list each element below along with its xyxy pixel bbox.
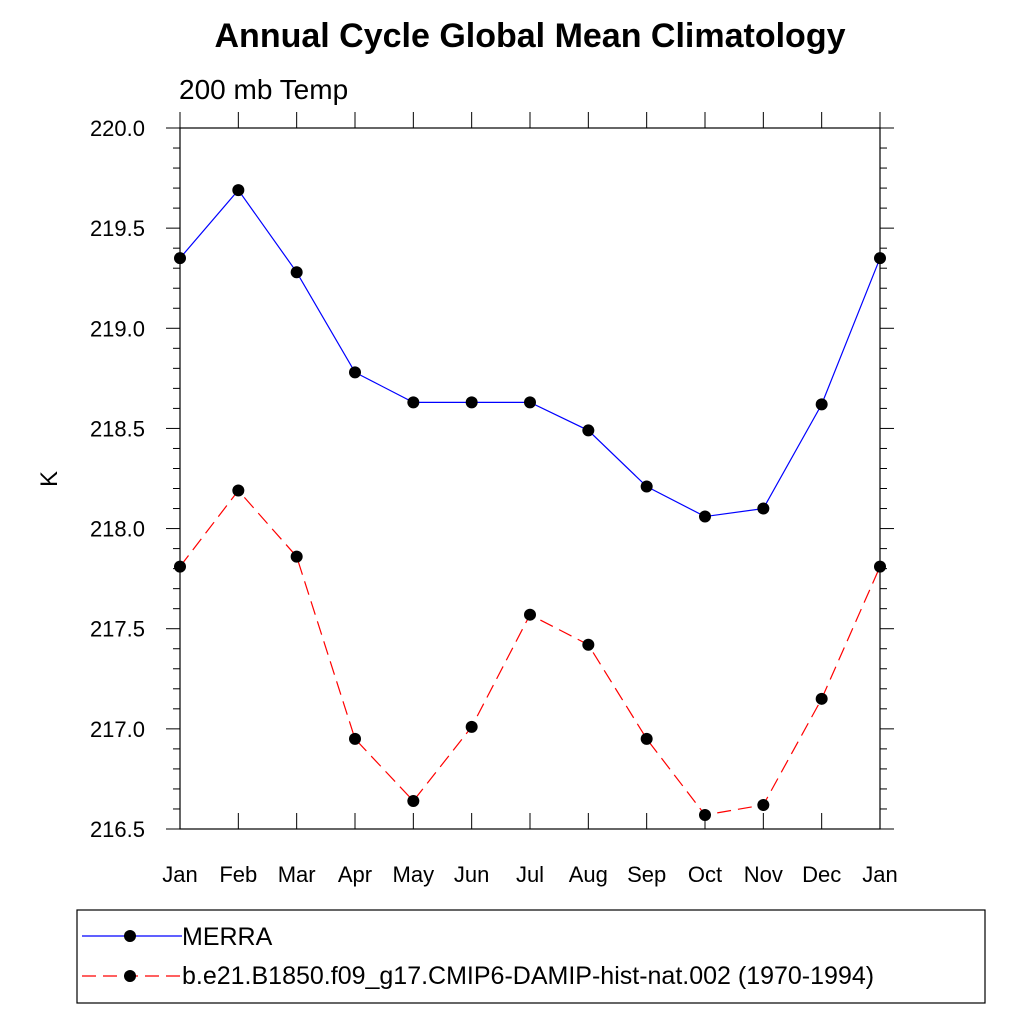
x-tick-label: Mar	[278, 862, 316, 887]
series-0-point	[524, 396, 536, 409]
y-tick-label: 218.5	[90, 416, 145, 441]
series-1-point	[174, 560, 186, 573]
legend-marker-1	[124, 970, 136, 982]
series-0-point	[815, 398, 828, 411]
x-tick-label: Feb	[219, 862, 257, 887]
chart-subtitle: 200 mb Temp	[179, 74, 348, 105]
series-1-point	[699, 808, 711, 821]
series-layer	[174, 184, 886, 821]
series-line-0	[179, 189, 881, 518]
y-tick-label: 216.5	[90, 817, 145, 842]
series-0-point	[699, 510, 711, 523]
series-1-point	[349, 732, 361, 745]
series-0-point	[232, 184, 245, 197]
x-tick-label: Jul	[516, 862, 544, 887]
x-tick-label: May	[393, 862, 435, 887]
y-tick-label: 218.0	[90, 517, 145, 542]
series-1-point	[290, 550, 303, 563]
series-0-point	[874, 252, 886, 265]
chart-title: Annual Cycle Global Mean Climatology	[215, 17, 846, 55]
x-tick-label: Aug	[569, 862, 608, 887]
series-0-point	[757, 502, 770, 515]
series-0-point	[465, 396, 478, 409]
y-tick-label: 217.0	[90, 717, 145, 742]
x-tick-label: Jun	[454, 862, 489, 887]
legend-marker-0	[124, 930, 136, 942]
legend-label-model: b.e21.B1850.f09_g17.CMIP6-DAMIP-hist-nat…	[182, 962, 874, 990]
plot-frame	[179, 127, 881, 830]
series-1-point	[524, 608, 536, 621]
series-1-point	[407, 794, 420, 807]
legend: MERRA b.e21.B1850.f09_g17.CMIP6-DAMIP-hi…	[76, 909, 986, 1004]
series-0-point	[407, 396, 420, 409]
series-0-point	[582, 424, 595, 437]
y-tick-label: 219.5	[90, 216, 145, 241]
series-1-point	[815, 692, 828, 705]
series-1-point	[874, 560, 886, 573]
series-line-1	[179, 489, 881, 816]
series-0-point	[640, 480, 653, 493]
y-tick-label: 217.5	[90, 617, 145, 642]
x-tick-label: Oct	[688, 862, 722, 887]
x-tick-label: Jan	[862, 862, 897, 887]
x-tick-label: Apr	[338, 862, 372, 887]
axis-ticks: Jan Feb Mar Apr May Jun Jul Aug Sep Oct Nov Dec Jan 2…	[90, 112, 898, 887]
x-tick-label: Nov	[744, 862, 783, 887]
series-0-point	[290, 266, 303, 279]
y-tick-label: 219.0	[90, 316, 145, 341]
y-tick-label: 220.0	[90, 116, 145, 141]
series-1-point	[757, 798, 770, 811]
legend-box	[76, 909, 986, 1004]
x-tick-label: Jan	[162, 862, 197, 887]
series-1-point	[640, 732, 653, 745]
series-1-point	[465, 720, 478, 733]
series-0-point	[174, 252, 186, 265]
x-tick-label: Dec	[802, 862, 841, 887]
series-0-point	[349, 366, 361, 379]
series-1-point	[232, 484, 245, 497]
x-tick-label: Sep	[627, 862, 666, 887]
y-axis-label: K	[36, 471, 63, 487]
series-1-point	[582, 638, 595, 651]
legend-label-merra: MERRA	[182, 923, 273, 951]
